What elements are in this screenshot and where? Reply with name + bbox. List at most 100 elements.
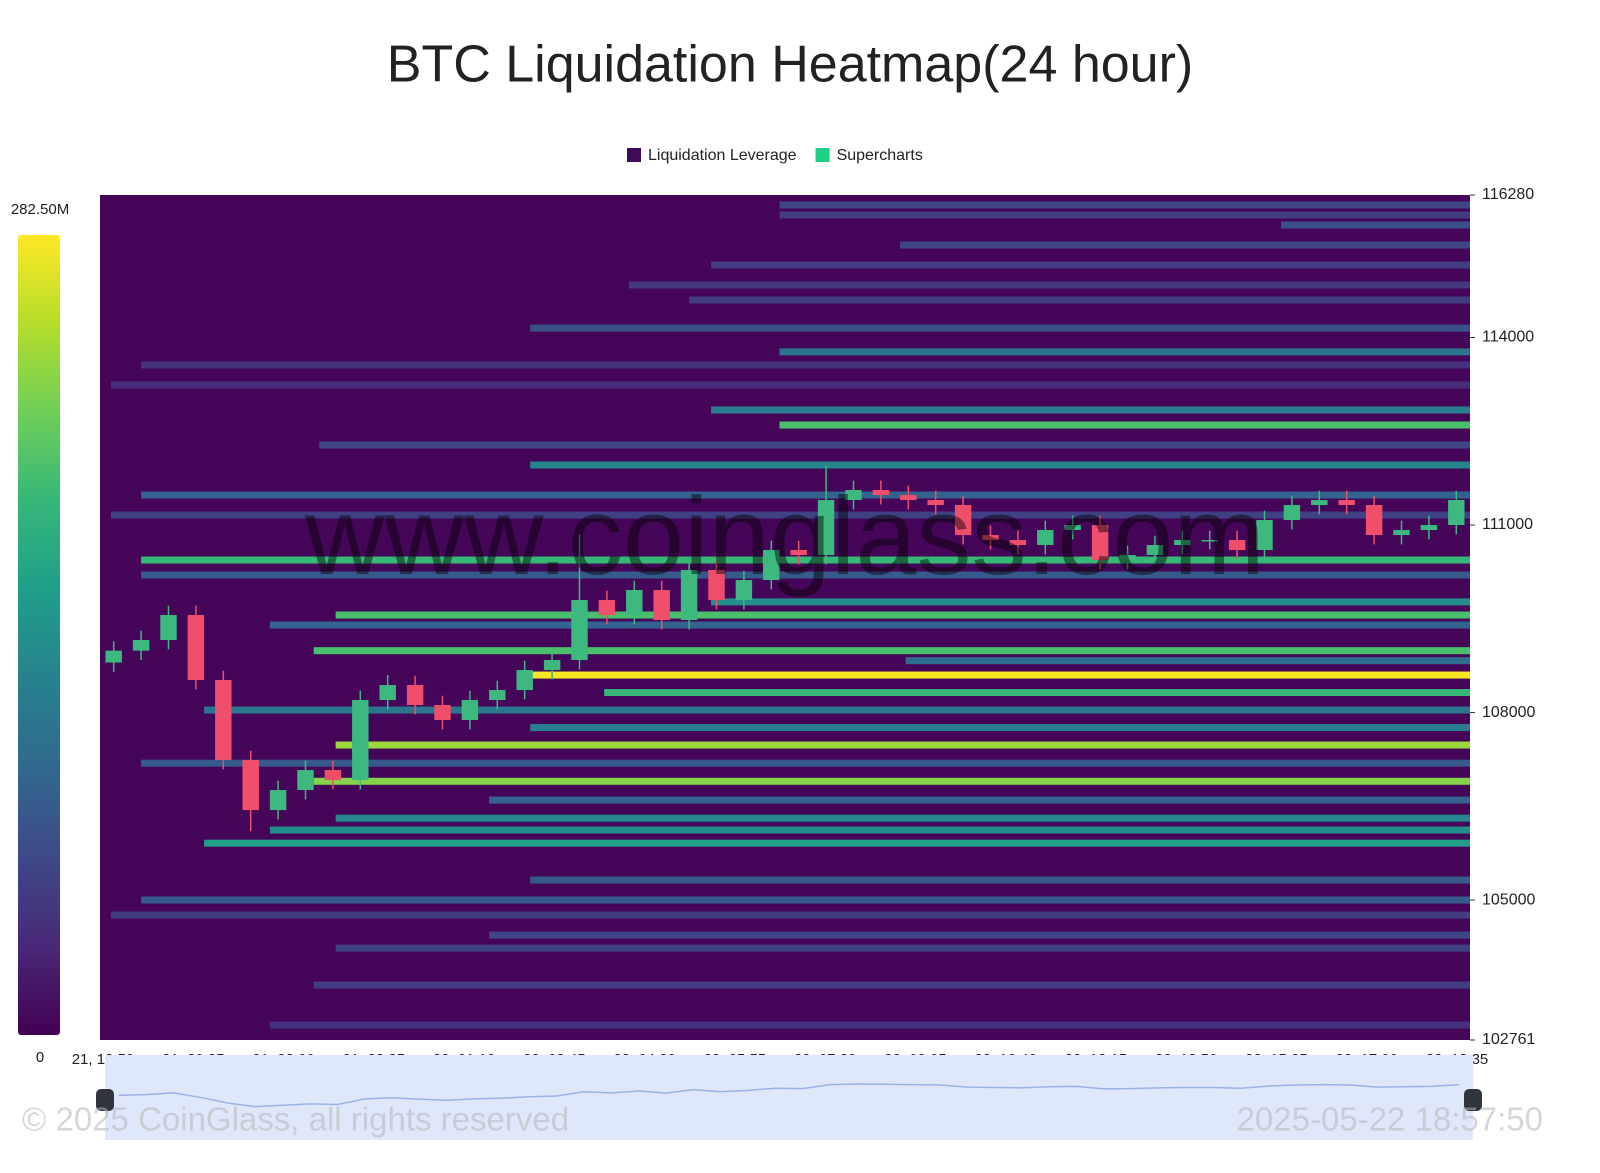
legend-label: Supercharts [837, 147, 923, 164]
liquidation-band [900, 241, 1470, 249]
candle-body [160, 615, 177, 641]
timestamp: 2025-05-22 18:57:50 [1237, 1101, 1543, 1138]
candle-body [927, 500, 944, 506]
liquidation-band [711, 261, 1470, 269]
liquidation-band [110, 511, 1470, 519]
liquidation-band [141, 361, 1470, 369]
liquidation-band [141, 759, 1470, 767]
candle-body [954, 505, 972, 536]
liquidation-band [1280, 221, 1470, 229]
y-tick-label: 114000 [1482, 329, 1534, 346]
candle-body [708, 570, 725, 601]
candle-body [215, 680, 232, 761]
y-tick-label: 116280 [1482, 186, 1534, 203]
colorbar-label: 282.50M [11, 201, 69, 218]
liquidation-band [779, 348, 1470, 356]
liquidation-band [335, 944, 1470, 952]
legend-label: Liquidation Leverage [648, 147, 797, 164]
candle-body [680, 570, 698, 621]
candle-body [790, 550, 807, 556]
liquidation-band [530, 324, 1470, 332]
candle-body [1228, 540, 1246, 551]
liquidation-band [269, 621, 1470, 629]
liquidation-band [313, 777, 1470, 785]
liquidation-band [628, 281, 1470, 289]
liquidation-band [489, 796, 1470, 804]
liquidation-band [204, 839, 1470, 847]
candle-body [105, 650, 122, 663]
liquidation-band [313, 981, 1470, 989]
chart-title: BTC Liquidation Heatmap(24 hour) [387, 36, 1193, 94]
watermark: www.coinglass.com [304, 475, 1265, 598]
liquidation-band [711, 406, 1470, 414]
liquidation-band [335, 741, 1470, 749]
candle-body [406, 685, 424, 706]
liquidation-band [779, 201, 1470, 209]
liquidation-band [269, 826, 1470, 834]
candle-body [489, 690, 506, 701]
candle-body [1174, 540, 1191, 546]
y-tick-label: 108000 [1482, 704, 1535, 721]
candle-body [1311, 500, 1328, 506]
legend-swatch [627, 148, 641, 162]
candle-body [1448, 500, 1465, 526]
liquidation-band [110, 911, 1470, 919]
liquidation-band [530, 876, 1470, 884]
candle-body [598, 600, 616, 616]
candle-body [1393, 530, 1410, 536]
liquidation-band [141, 491, 1470, 499]
colorbar [18, 235, 60, 1035]
candle-body [626, 590, 643, 616]
y-tick-label: 102761 [1482, 1031, 1535, 1048]
candle-body [352, 700, 369, 781]
candle-body [1365, 505, 1383, 536]
copyright: © 2025 CoinGlass, all rights reserved [22, 1101, 569, 1138]
candle-body [735, 580, 753, 601]
navigator-handle[interactable] [1464, 1089, 1482, 1111]
candle-body [817, 500, 835, 556]
liquidation-band [711, 598, 1470, 606]
liquidation-band [530, 461, 1470, 469]
candle-body [242, 760, 259, 811]
candle-body [132, 640, 150, 651]
liquidation-band [313, 647, 1470, 655]
candle-body [900, 495, 917, 501]
candle-body [763, 550, 780, 581]
liquidation-band [141, 556, 1470, 564]
candle-body [379, 685, 396, 701]
liquidation-band [204, 706, 1470, 714]
liquidation-band [604, 689, 1470, 697]
liquidation-band [489, 931, 1470, 939]
candle-body [187, 615, 205, 681]
navigator [105, 1055, 1473, 1140]
candle-body [269, 790, 287, 811]
candle-body [571, 600, 588, 661]
candle-body [653, 590, 670, 621]
liquidation-band [530, 671, 1470, 679]
y-tick-label: 105000 [1482, 891, 1535, 908]
liquidation-band [779, 211, 1470, 219]
candle-body [461, 700, 479, 721]
candle-body [1091, 525, 1109, 561]
legend-swatch [815, 148, 830, 162]
liquidation-band [335, 611, 1470, 619]
candle-body [1338, 500, 1355, 506]
navigator-handle[interactable] [96, 1089, 114, 1111]
candle-body [982, 535, 999, 541]
candle-body [1201, 540, 1218, 542]
liquidation-band [530, 724, 1470, 732]
candle-body [1146, 545, 1164, 556]
candle-body [516, 670, 533, 691]
candle-body [1256, 520, 1273, 551]
liquidation-band [905, 657, 1470, 665]
candle-body [324, 770, 342, 781]
candle-body [1420, 525, 1438, 531]
candle-body [1064, 525, 1081, 531]
candle-body [1119, 555, 1136, 561]
liquidation-band [269, 1021, 1470, 1029]
candle-body [1283, 505, 1301, 521]
liquidation-band [779, 421, 1470, 429]
candle-body [297, 770, 314, 791]
candle-body [845, 490, 862, 501]
